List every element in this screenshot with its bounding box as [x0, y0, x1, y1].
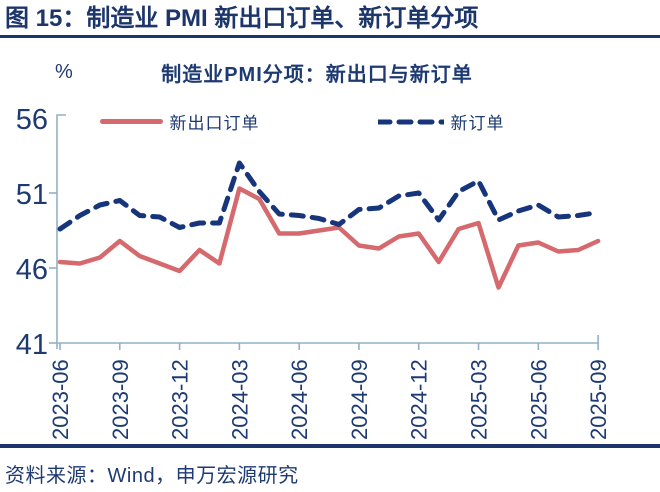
- y-tick-label: 41: [16, 329, 48, 361]
- y-tick-label: 51: [16, 179, 48, 211]
- x-tick-label: 2024-03: [227, 359, 252, 440]
- x-tick-label: 2024-06: [287, 359, 312, 440]
- legend-label-new-export-orders: 新出口订单: [169, 114, 260, 133]
- chart-legend: 新出口订单 新订单: [0, 109, 632, 134]
- solid-red-line-swatch: [99, 119, 163, 124]
- x-tick-label: 2025-03: [467, 359, 492, 440]
- legend-item-new-orders: 新订单: [377, 109, 505, 134]
- new-export-orders-line: [57, 186, 601, 290]
- x-tick-label: 2024-09: [347, 359, 372, 440]
- x-tick-label: 2025-09: [586, 359, 611, 440]
- x-tick-label: 2023-09: [108, 359, 133, 440]
- footer-divider: [0, 444, 660, 448]
- figure-title: 图 15：制造业 PMI 新出口订单、新订单分项: [5, 5, 479, 32]
- source-note: 资料来源：Wind，申万宏源研究: [5, 465, 299, 487]
- title-underline: [0, 35, 660, 38]
- x-tick-label: 2025-06: [526, 359, 551, 440]
- y-axis: [56, 114, 66, 349]
- x-tick-label: 2024-12: [407, 359, 432, 440]
- x-axis: [57, 335, 599, 344]
- y-axis-unit-label: %: [55, 61, 73, 83]
- legend-label-new-orders: 新订单: [450, 114, 505, 133]
- y-tick-label: 56: [16, 104, 48, 136]
- new-orders-line: [57, 160, 601, 232]
- dashed-blue-line-swatch: [377, 119, 444, 124]
- x-tick-label: 2023-06: [48, 359, 73, 440]
- legend-item-new-export-orders: 新出口订单: [99, 109, 260, 134]
- plot-area: 41 46 51 56 2023-06 2023-09 2023-12 2024-03 2024…: [16, 104, 611, 440]
- y-tick-label: 46: [16, 254, 48, 286]
- x-tick-label: 2023-12: [168, 359, 193, 440]
- chart-title: 制造业PMI分项：新出口与新订单: [161, 64, 473, 86]
